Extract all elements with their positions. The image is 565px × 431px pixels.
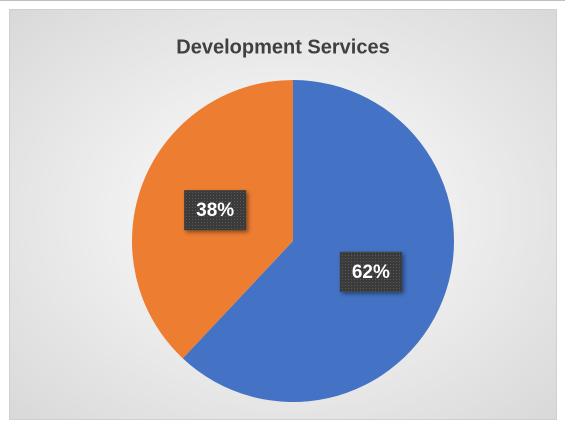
data-label: 62% (352, 262, 390, 283)
labels: 62% 38% (184, 190, 402, 292)
slices (131, 80, 455, 402)
top-rule (0, 0, 565, 1)
data-label: 38% (196, 200, 234, 221)
pie-slice (182, 80, 455, 402)
chart-title: Development Services (176, 36, 389, 58)
data-label-box (339, 251, 402, 292)
data-label-box (184, 190, 247, 231)
